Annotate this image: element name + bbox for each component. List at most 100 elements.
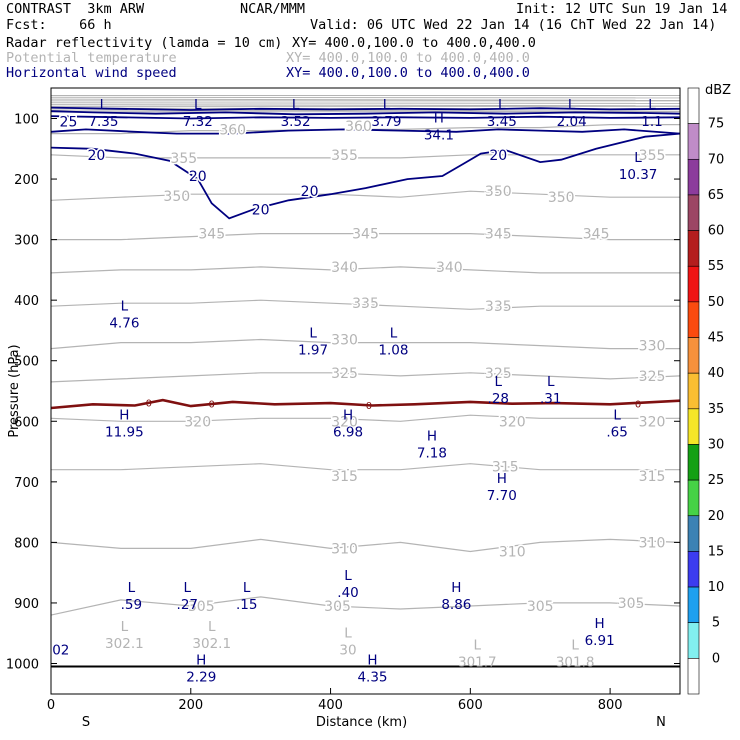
theta-label: 335 [485, 299, 512, 315]
colorbar-swatch [687, 194, 700, 231]
field-name-theta: Potential temperature [6, 50, 177, 66]
wind-extremum-value: .15 [236, 597, 257, 613]
theta-label: 310 [331, 541, 358, 557]
wind-extremum-type: H [497, 471, 507, 487]
theta-extremum-value: 302.1 [192, 636, 231, 652]
wind-extremum-type: H [343, 407, 353, 423]
wind-extremum-type: L [309, 326, 317, 342]
colorbar-level-label: 0 [712, 651, 720, 666]
wind-extremum-value: .59 [121, 597, 142, 613]
wind-extremum-high: H7.70 [487, 471, 517, 504]
wind-contour-25 [50, 128, 681, 135]
theta-extremum-type: L [208, 619, 216, 635]
colorbar-level-label: 65 [708, 188, 725, 203]
wind-contour-label: 20 [489, 148, 507, 164]
freezing-level-label: 0 [209, 400, 215, 411]
wind-extremum-value: 3.52 [281, 114, 311, 130]
wind-extremum-low: L10.37 [619, 150, 658, 183]
wind-extremum-high: H2.29 [186, 653, 216, 686]
wind-contour-20-upper-c [50, 115, 681, 120]
wind-extremum-value: 2.29 [186, 670, 216, 686]
theta-extremum-type: L [344, 625, 352, 641]
theta-label: 340 [331, 260, 358, 276]
wind-extremum-type: H [451, 580, 461, 596]
theta-label: 330 [331, 333, 358, 349]
model-title: CONTRAST 3km ARW [6, 1, 145, 17]
theta-extremum-value: 301.7 [458, 654, 497, 670]
theta-label: 350 [548, 190, 575, 206]
theta-contour-315 [51, 463, 680, 471]
theta-contour-350 [50, 190, 680, 201]
wind-extremum-type: L [243, 580, 251, 596]
start-point-label: S [82, 715, 90, 730]
theta-contour-340 [50, 266, 680, 274]
theta-label: 320 [331, 414, 358, 430]
theta-label: 305 [324, 599, 351, 615]
theta-label: 305 [527, 599, 554, 615]
colorbar-level-label: 25 [708, 473, 725, 488]
colorbar-level-label: 60 [708, 224, 725, 239]
x-tick-label: 800 [598, 698, 623, 713]
wind-extremum-low: L3.45 [487, 97, 517, 130]
wind-extremum-type: L [648, 97, 656, 113]
wind-extremum-value: 3.79 [371, 114, 401, 130]
wind-extremum-low: L.40 [337, 568, 358, 601]
wind-extremum-low: L1.08 [378, 326, 408, 359]
wind-extremum-type: L [184, 580, 192, 596]
forecast-hour: Fcst: 66 h [6, 17, 112, 33]
colorbar-swatch [687, 479, 700, 517]
theta-label: 330 [639, 339, 666, 355]
theta-label: 350 [485, 184, 512, 200]
theta-contour-325 [50, 372, 681, 383]
theta-label: 355 [331, 148, 358, 164]
wind-extremum-type: H [434, 111, 444, 127]
freezing-level-label: 0 [366, 401, 372, 412]
x-tick-label: 400 [318, 698, 343, 713]
colorbar-level-label: 20 [708, 509, 725, 524]
wind-extremum-type: L [121, 298, 129, 314]
wind-extremum-low: L.31 [540, 374, 561, 407]
theta-upper-band [50, 109, 681, 112]
theta-label: 315 [331, 469, 358, 485]
wind-contour-20-main [50, 132, 681, 220]
colorbar-swatch [687, 230, 700, 267]
wind-extremum-value: 4.35 [357, 670, 387, 686]
theta-label: 345 [352, 227, 379, 243]
theta-label: 345 [485, 227, 512, 243]
wind-extremum-type: H [196, 653, 206, 669]
colorbar-swatch [687, 444, 700, 481]
theta-upper-band [50, 96, 681, 99]
y-tick-label: 100 [14, 113, 39, 128]
colorbar-swatch [687, 87, 700, 124]
theta-extremum-low: L30 [339, 625, 356, 658]
wind-extremum-value: 1.97 [298, 343, 328, 359]
x-tick-label: 0 [47, 698, 55, 713]
colorbar-level-label: 35 [708, 402, 725, 417]
wind-extremum-low: L.59 [121, 580, 142, 613]
init-time: Init: 12 UTC Sun 19 Jan 14 [516, 1, 728, 17]
theta-contour-320 [50, 414, 680, 422]
colorbar-level-label: 40 [708, 366, 725, 381]
colorbar-swatch [687, 158, 700, 196]
wind-extremum-high: H6.98 [333, 407, 363, 440]
wind-extremum-value: 7.18 [417, 445, 447, 461]
theta-label: 310 [499, 544, 526, 560]
wind-extremum-low: L.65 [606, 407, 627, 440]
freezing-level-label: 0 [146, 399, 152, 410]
colorbar-level-label: 30 [708, 437, 725, 452]
field-xy-wind: XY= 400.0,100.0 to 400.0,400.0 [286, 65, 530, 81]
theta-label: 305 [618, 596, 645, 612]
colorbar-swatch [687, 622, 700, 659]
wind-extremum-value: .65 [606, 424, 627, 440]
colorbar-unit: dBZ [705, 83, 731, 98]
wind-contour-label: 20 [301, 184, 319, 200]
wind-extremum-type: L [634, 150, 642, 166]
theta-label: 345 [198, 227, 225, 243]
field-xy-theta: XY= 400.0,100.0 to 400.0,400.0 [286, 50, 530, 66]
colorbar-level-label: 55 [708, 259, 725, 274]
wind-extremum-low: L1.1 [641, 97, 662, 130]
wind-edge-label: 02 [52, 642, 69, 658]
theta-contour-330 [50, 338, 680, 350]
